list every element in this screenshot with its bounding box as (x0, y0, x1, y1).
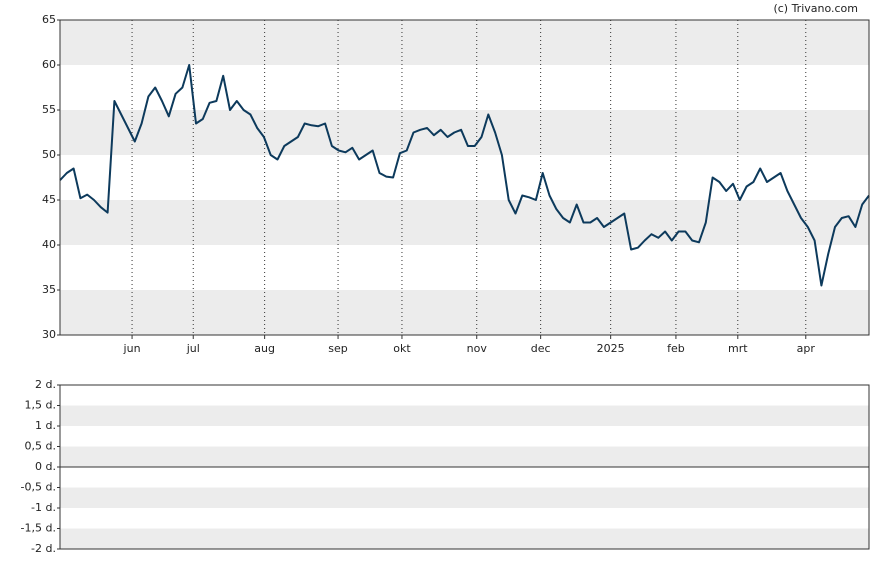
y-tick-label: 40 (42, 238, 56, 251)
y-tick-label: 55 (42, 103, 56, 116)
y-tick-label: -1 d. (31, 501, 56, 514)
x-tick-label: dec (531, 342, 551, 355)
y-tick-label: 2 d. (35, 378, 56, 391)
x-tick-label: aug (254, 342, 275, 355)
grid-band (60, 405, 869, 426)
y-tick-label: -2 d. (31, 542, 56, 555)
y-tick-label: 50 (42, 148, 56, 161)
grid-band (60, 487, 869, 508)
y-tick-label: -1,5 d. (21, 522, 56, 535)
x-tick-label: sep (328, 342, 347, 355)
y-tick-label: 0 d. (35, 460, 56, 473)
plot-frame (59, 19, 870, 336)
grid-band (60, 20, 869, 65)
grid-band (60, 110, 869, 155)
grid-band (60, 200, 869, 245)
grid-band (60, 290, 869, 335)
x-tick-label: 2025 (597, 342, 625, 355)
y-tick-label: 35 (42, 283, 56, 296)
y-tick-label: 45 (42, 193, 56, 206)
price-line (59, 64, 870, 287)
x-tick-label: okt (393, 342, 411, 355)
y-tick-label: 1 d. (35, 419, 56, 432)
x-tick-label: nov (467, 342, 488, 355)
grid-band (60, 446, 869, 467)
plot-frame (59, 384, 870, 550)
y-tick-label: 65 (42, 13, 56, 26)
y-tick-label: 1,5 d. (25, 399, 56, 412)
y-tick-label: 60 (42, 58, 56, 71)
y-tick-label: -0,5 d. (21, 481, 56, 494)
source-credit: (c) Trivano.com (773, 2, 858, 15)
x-tick-label: jun (123, 342, 141, 355)
y-tick-label: 30 (42, 328, 56, 341)
x-tick-label: mrt (728, 342, 748, 355)
grid-band (60, 528, 869, 549)
x-tick-label: jul (186, 342, 200, 355)
x-tick-label: feb (667, 342, 685, 355)
y-tick-label: 0,5 d. (25, 440, 56, 453)
x-tick-label: apr (797, 342, 816, 355)
